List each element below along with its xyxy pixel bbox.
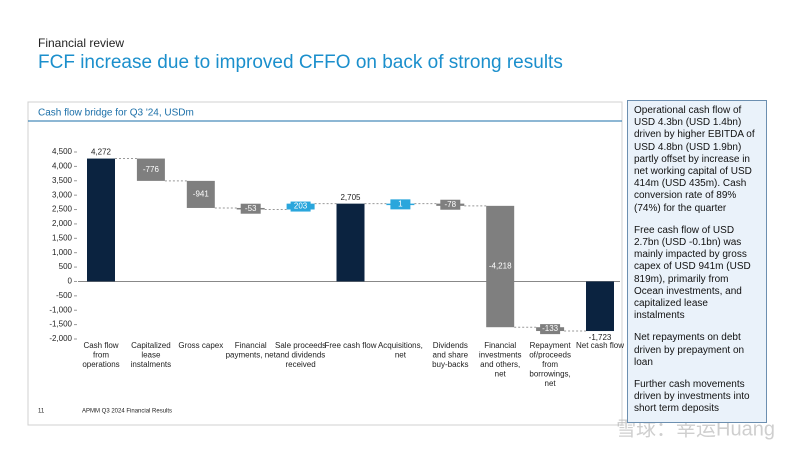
y-tick-label: 2,000 (52, 219, 73, 228)
x-tick-label: Free cash flow (324, 341, 376, 350)
label-box (490, 261, 511, 272)
x-tick-label: Sale proceeds and dividends received (275, 341, 326, 369)
x-tick-label: Net cash flow (576, 341, 624, 350)
value-label: 1 (398, 199, 403, 208)
value-label: -78 (445, 200, 457, 209)
side-paragraph: Net repayments on debt driven by prepaym… (634, 332, 745, 368)
chart-title: Cash flow bridge for Q3 '24, USDm (38, 108, 194, 119)
side-panel: Operational cash flow of USD 4.3bn (USD … (627, 100, 767, 423)
side-paragraph: Free cash flow of USD 2.7bn (USD -0.1bn)… (634, 224, 751, 322)
y-tick-label: 2,500 (52, 205, 73, 214)
y-tick-label: 4,500 (52, 147, 73, 156)
x-tick-label: Financial payments, net (226, 341, 277, 360)
bar (586, 281, 614, 332)
y-tick-label: 0 (68, 277, 73, 286)
x-tick-label: Dividends and share buy-backs (432, 341, 469, 369)
label-box (390, 199, 411, 210)
y-tick-label: 3,500 (52, 176, 73, 185)
section-label: Financial review (38, 36, 124, 50)
y-tick-label: 1,500 (52, 233, 73, 242)
watermark: 雪球：幸运Huang (616, 417, 775, 440)
side-paragraph: Further cash movements driven by investm… (634, 379, 750, 415)
value-label: -53 (245, 204, 257, 213)
value-label: 4,272 (91, 148, 112, 157)
y-tick-label: -1,500 (49, 320, 72, 329)
y-tick-label: -500 (56, 291, 73, 300)
label-box (290, 201, 311, 212)
value-label: -133 (542, 324, 559, 333)
side-paragraph: Operational cash flow of USD 4.3bn (USD … (634, 105, 755, 214)
chart-frame (27, 101, 623, 426)
value-label: -776 (143, 165, 160, 174)
label-box (440, 199, 461, 210)
value-label: 203 (294, 202, 308, 211)
value-label: -4,218 (489, 262, 512, 271)
y-tick-label: 3,000 (52, 190, 73, 199)
x-tick-label: Cash flow from operations (82, 341, 119, 369)
y-tick-label: -2,000 (49, 334, 72, 343)
y-tick-label: -1,000 (49, 305, 72, 314)
bar (336, 203, 365, 282)
x-tick-label: Financial investments and others, net (479, 341, 522, 379)
label-box (140, 164, 161, 175)
x-tick-label: Repayment of/proceeds from borrowings, net (529, 341, 571, 388)
value-label: 2,705 (340, 193, 361, 202)
label-box (240, 203, 261, 214)
x-tick-label: Gross capex (178, 341, 223, 350)
y-tick-label: 500 (59, 262, 73, 271)
y-tick-label: 4,000 (52, 161, 73, 170)
y-tick-label: 1,000 (52, 248, 73, 257)
footer-text: APMM Q3 2024 Financial Results (82, 409, 172, 415)
label-box (540, 324, 561, 335)
value-label: -1,723 (589, 333, 612, 342)
slide-title: FCF increase due to improved CFFO on bac… (38, 52, 563, 73)
page-number: 11 (38, 409, 45, 415)
bar (87, 158, 115, 282)
x-tick-label: Acquisitions, net (378, 341, 423, 360)
x-tick-label: Capitalized lease instalments (131, 341, 171, 369)
label-box (190, 189, 211, 200)
value-label: -941 (193, 190, 210, 199)
